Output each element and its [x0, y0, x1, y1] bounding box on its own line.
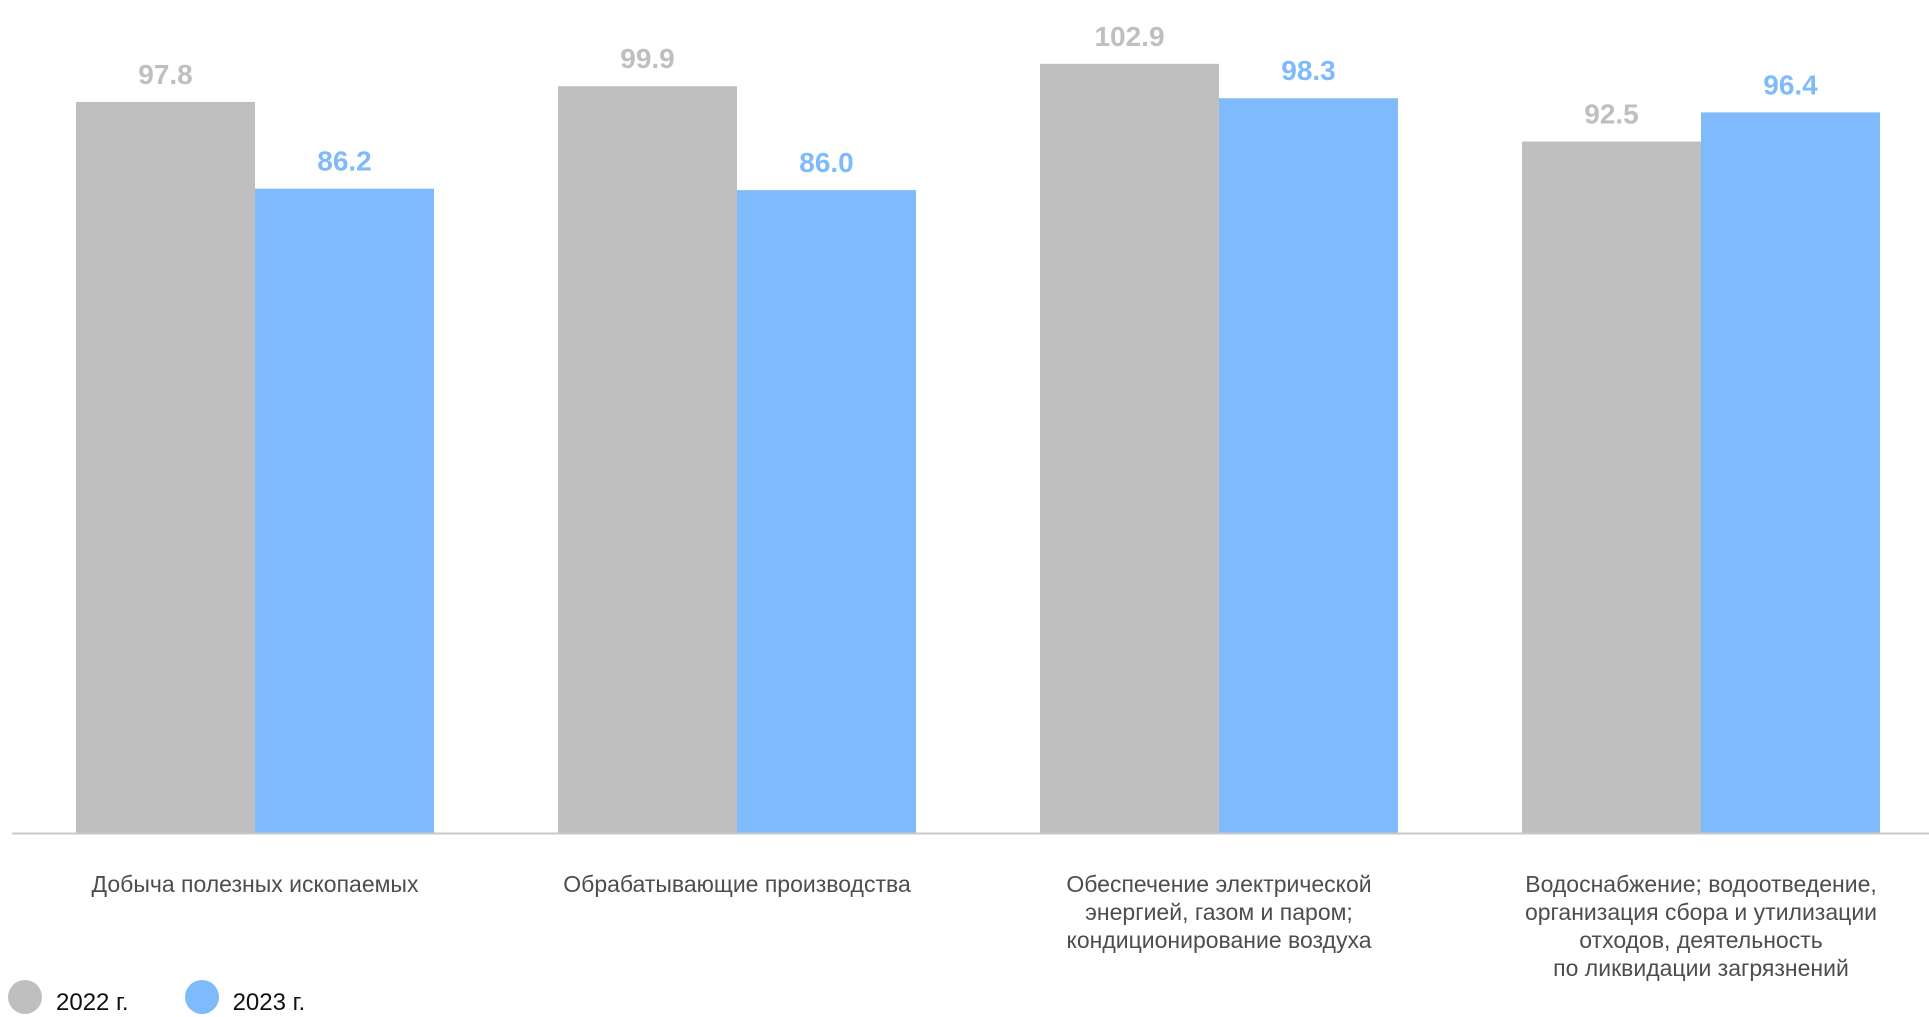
data-label-2022-1: 99.9 — [620, 43, 675, 74]
chart-legend: 2022 г. 2023 г. — [8, 980, 361, 1016]
legend-swatch-2023 — [184, 980, 219, 1014]
category-label-1: Обрабатывающие производства — [563, 871, 911, 897]
legend-item-2023: 2023 г. — [184, 980, 306, 1016]
category-label-line: организация сбора и утилизации — [1525, 899, 1877, 925]
bar-2022-3 — [1522, 141, 1701, 833]
legend-swatch-2022 — [8, 980, 42, 1014]
category-label-3: Водоснабжение; водоотведение, организация… — [1525, 871, 1877, 981]
category-label-line: по ликвидации загрязнений — [1553, 955, 1849, 981]
category-label-2: Обеспечение электрической энергией, газом… — [1066, 871, 1371, 953]
category-label-line: Обеспечение электрической — [1066, 871, 1371, 897]
bar-2022-2 — [1040, 63, 1219, 833]
category-label-line: Добыча полезных ископаемых — [92, 871, 419, 897]
legend-item-2022: 2022 г. — [8, 980, 129, 1016]
bar-2022-1 — [558, 86, 737, 833]
category-label-line: Водоснабжение; водоотведение, — [1525, 871, 1877, 897]
legend-label-2022: 2022 г. — [56, 989, 129, 1016]
data-label-2022-3: 92.5 — [1584, 99, 1639, 130]
bar-2022-0 — [76, 101, 255, 833]
data-label-2022-0: 97.8 — [138, 59, 193, 90]
bar-2023-2 — [1219, 98, 1398, 833]
data-label-2023-1: 86.0 — [799, 147, 854, 178]
bar-2023-3 — [1701, 112, 1880, 833]
category-label-line: отходов, деятельность — [1579, 927, 1822, 953]
category-label-0: Добыча полезных ископаемых — [92, 871, 419, 897]
category-label-line: энергией, газом и паром; — [1085, 899, 1353, 925]
data-label-2023-2: 98.3 — [1281, 55, 1336, 86]
category-label-line: Обрабатывающие производства — [563, 871, 911, 897]
data-label-2023-3: 96.4 — [1763, 69, 1818, 100]
category-label-line: кондиционирование воздуха — [1067, 927, 1372, 953]
bar-2023-1 — [737, 190, 916, 833]
data-label-2023-0: 86.2 — [317, 146, 372, 177]
data-label-2022-2: 102.9 — [1094, 21, 1164, 52]
legend-label-2023: 2023 г. — [232, 989, 306, 1016]
bar-2023-0 — [255, 188, 434, 833]
